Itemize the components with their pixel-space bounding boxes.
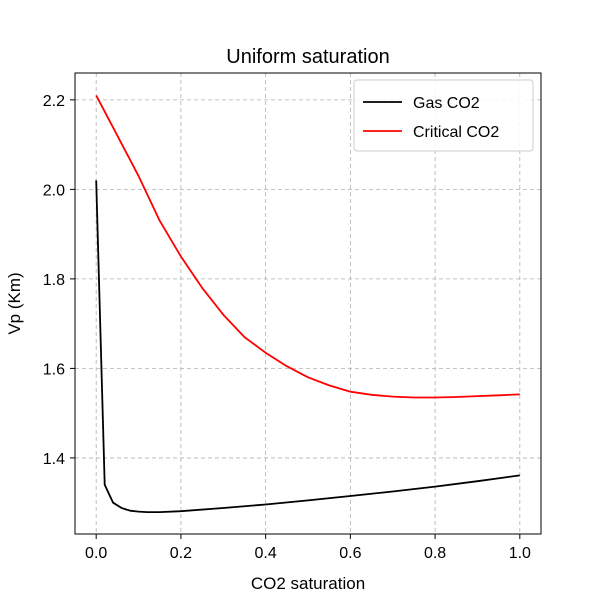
y-tick-label: 2.0 bbox=[43, 182, 65, 199]
series-lines bbox=[95, 94, 520, 513]
legend: Gas CO2 Critical CO2 bbox=[353, 79, 534, 152]
legend-box bbox=[353, 79, 534, 152]
x-tick-label: 0.4 bbox=[255, 545, 277, 562]
axis-ticks: 0.0 0.2 0.4 0.6 0.8 1.0 1.4 1.6 1.8 2.0 2.2 bbox=[43, 93, 531, 562]
y-tick-label: 1.8 bbox=[43, 272, 65, 289]
grid bbox=[75, 73, 541, 534]
legend-entry-label: Gas CO2 bbox=[413, 95, 480, 112]
chart-title: Uniform saturation bbox=[226, 46, 389, 68]
y-tick-label: 2.2 bbox=[43, 93, 65, 110]
x-tick-label: 0.6 bbox=[339, 545, 361, 562]
plot-frame bbox=[74, 72, 542, 535]
series-line-0 bbox=[95, 180, 520, 513]
x-axis-label: CO2 saturation bbox=[251, 574, 365, 593]
y-axis-label: Vp (Km) bbox=[5, 272, 24, 334]
legend-entry-label: Critical CO2 bbox=[413, 124, 499, 141]
x-tick-label: 0.0 bbox=[85, 545, 107, 562]
y-tick-label: 1.6 bbox=[43, 361, 65, 378]
x-tick-label: 0.8 bbox=[424, 545, 446, 562]
x-tick-label: 0.2 bbox=[170, 545, 192, 562]
y-tick-label: 1.4 bbox=[43, 451, 65, 468]
series-line-1 bbox=[95, 94, 520, 399]
x-tick-label: 1.0 bbox=[509, 545, 531, 562]
